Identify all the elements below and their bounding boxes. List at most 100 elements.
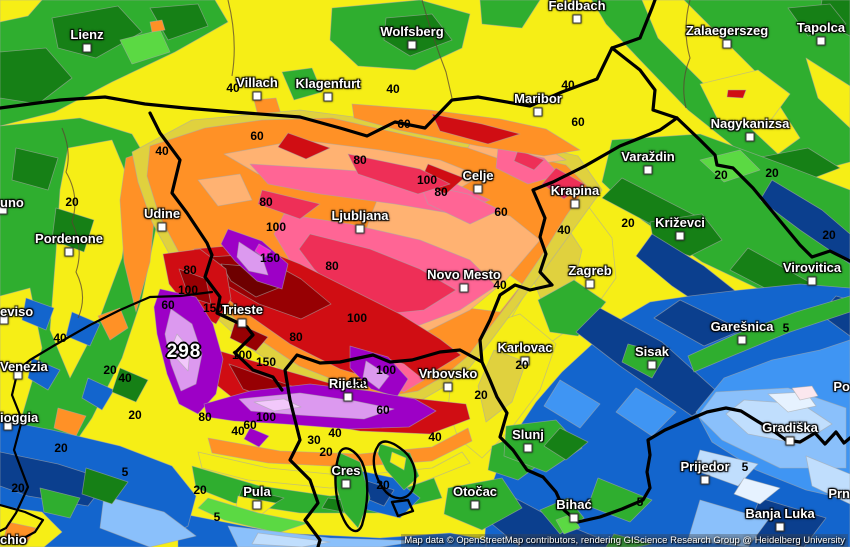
city-marker-virovitica xyxy=(807,276,817,286)
contour-label: 80 xyxy=(198,410,212,424)
city-label-po: Po xyxy=(833,379,850,394)
contour-label: 20 xyxy=(11,481,25,495)
contour-label: 60 xyxy=(376,403,390,417)
contour-label: 60 xyxy=(571,115,585,129)
city-label-klagenfurt: Klagenfurt xyxy=(295,76,361,91)
contour-label: 5 xyxy=(213,510,221,524)
city-marker-tapolca xyxy=(816,36,826,46)
contour-label: 80 xyxy=(183,263,197,277)
city-label-gradi-ka: Gradiška xyxy=(762,420,818,435)
city-marker-pula xyxy=(252,500,262,510)
contour-label: 20 xyxy=(376,478,390,492)
city-label-eviso: eviso xyxy=(0,304,34,319)
island-outlines xyxy=(334,440,417,533)
contour-label: 100 xyxy=(265,220,287,234)
contour-label: 40 xyxy=(561,78,575,92)
contour-label: 150 xyxy=(202,301,224,315)
city-label-slunj: Slunj xyxy=(512,427,544,442)
contour-label: 150 xyxy=(259,251,281,265)
contour-label: 40 xyxy=(328,426,342,440)
city-label-venezia: Venezia xyxy=(0,359,48,374)
city-label-vara-din: Varaždin xyxy=(621,149,675,164)
city-marker-pordenone xyxy=(64,247,74,257)
city-label-ljubljana: Ljubljana xyxy=(331,208,389,223)
contour-label: 20 xyxy=(822,228,836,242)
contour-label: 40 xyxy=(231,424,245,438)
contour-label: 60 xyxy=(494,205,508,219)
contour-label: 20 xyxy=(54,441,68,455)
city-label-trieste: Trieste xyxy=(221,302,263,317)
contour-label: 5 xyxy=(782,321,790,335)
city-label-nagykanizsa: Nagykanizsa xyxy=(710,116,790,131)
contour-label: 20 xyxy=(621,216,635,230)
city-marker-banja-luka xyxy=(775,522,785,532)
contour-label: 5 xyxy=(636,495,644,509)
contour-label: 60 xyxy=(250,129,264,143)
city-label-chio: chio xyxy=(0,532,27,547)
city-label-karlovac: Karlovac xyxy=(497,340,553,355)
contour-label: 100 xyxy=(177,283,199,297)
city-marker-maribor xyxy=(533,107,543,117)
city-label-prijedor: Prijedor xyxy=(680,459,730,474)
contour-label: 40 xyxy=(53,331,67,345)
contour-label: 20 xyxy=(714,168,728,182)
city-label-udine: Udine xyxy=(143,206,181,221)
city-marker-klagenfurt xyxy=(323,92,333,102)
city-marker-gare-nica xyxy=(737,335,747,345)
city-label-pula: Pula xyxy=(243,484,271,499)
contour-label: 5 xyxy=(121,465,129,479)
city-label-biha-: Bihać xyxy=(556,497,592,512)
contour-label: 60 xyxy=(397,117,411,131)
city-label-rijeka: Rijeka xyxy=(328,376,368,391)
contour-label: 80 xyxy=(289,330,303,344)
city-marker-zagreb xyxy=(585,279,595,289)
contour-label: 20 xyxy=(515,358,529,372)
city-marker-prijedor xyxy=(700,475,710,485)
contour-label: 40 xyxy=(155,144,169,158)
city-marker-ioggia xyxy=(3,421,13,431)
city-label-villach: Villach xyxy=(236,75,278,90)
city-marker-rijeka xyxy=(343,392,353,402)
contour-label: 150 xyxy=(347,375,369,389)
city-marker-zalaegerszeg xyxy=(722,39,732,49)
city-marker-sisak xyxy=(647,360,657,370)
city-marker-lienz xyxy=(82,43,92,53)
city-marker-krapina xyxy=(570,199,580,209)
contour-label: 20 xyxy=(193,483,207,497)
contour-label: 100 xyxy=(231,348,253,362)
max-precip-label: 298 xyxy=(166,341,202,362)
city-marker-oto-ac xyxy=(470,500,480,510)
city-label-gare-nica: Garešnica xyxy=(710,319,774,334)
contour-label: 20 xyxy=(765,166,779,180)
city-label-celje: Celje xyxy=(462,168,494,183)
city-label-zagreb: Zagreb xyxy=(568,263,612,278)
contour-label: 40 xyxy=(493,278,507,292)
city-label-lienz: Lienz xyxy=(70,27,104,42)
contour-label: 40 xyxy=(118,371,132,385)
contour-label: 60 xyxy=(243,418,257,432)
contour-label: 80 xyxy=(434,185,448,199)
city-marker-eviso xyxy=(0,315,9,325)
city-marker-vrbovsko xyxy=(443,382,453,392)
contour-label: 80 xyxy=(353,153,367,167)
city-label-uno: uno xyxy=(0,195,24,210)
city-marker-wolfsberg xyxy=(407,40,417,50)
regional-borders xyxy=(61,0,691,319)
contour-label: 40 xyxy=(557,223,571,237)
city-marker-vara-din xyxy=(643,165,653,175)
city-label-novo-mesto: Novo Mesto xyxy=(427,267,501,282)
city-label-ioggia: ioggia xyxy=(0,410,39,425)
city-marker-nagykanizsa xyxy=(745,132,755,142)
city-label-wolfsberg: Wolfsberg xyxy=(380,24,444,39)
city-marker-venezia xyxy=(13,370,23,380)
city-marker-kri-evci xyxy=(675,231,685,241)
city-label-oto-ac: Otočac xyxy=(452,484,498,499)
city-marker-gradi-ka xyxy=(785,436,795,446)
contour-label: 100 xyxy=(346,311,368,325)
contour-label: 30 xyxy=(307,433,321,447)
city-label-maribor: Maribor xyxy=(514,91,562,106)
contour-label: 40 xyxy=(226,81,240,95)
